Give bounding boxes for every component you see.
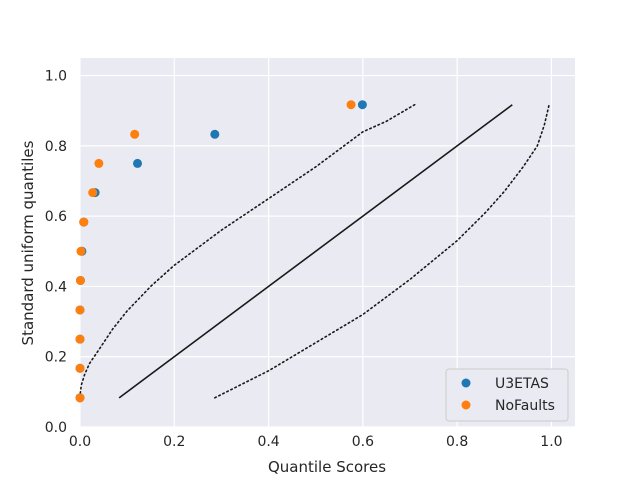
y-axis-label: Standard uniform quantiles [19,140,37,345]
legend-marker-nofaults [461,400,471,410]
point-nofaults [75,275,85,285]
point-nofaults [79,217,89,227]
x-tick-label: 0.0 [69,434,91,450]
point-u3etas [357,100,367,110]
confidence-bounds [79,103,550,399]
point-nofaults [75,393,85,403]
y-tick-labels: 0.0 0.2 0.4 0.6 0.8 1.0 [45,69,67,436]
data-points [75,100,367,403]
point-u3etas [210,129,220,139]
reference-line [118,104,513,399]
x-tick-label: 0.8 [446,434,468,450]
x-tick-label: 0.2 [163,434,185,450]
x-tick-labels: 0.0 0.2 0.4 0.6 0.8 1.0 [69,434,563,450]
legend-box [445,368,569,422]
y-tick-label: 0.0 [45,420,67,436]
y-tick-label: 0.4 [45,279,67,295]
point-nofaults [75,305,85,315]
point-nofaults [346,100,356,110]
confidence-bound-upper [79,103,416,399]
point-nofaults [75,334,85,344]
y-tick-label: 1.0 [45,69,67,85]
x-tick-label: 0.4 [257,434,279,450]
reference-line-group [118,104,513,399]
point-u3etas [133,158,143,168]
point-nofaults [94,158,104,168]
legend-label-nofaults: NoFaults [495,398,555,414]
y-tick-label: 0.6 [45,209,67,225]
point-nofaults [76,246,86,256]
grid-lines [79,58,575,428]
x-axis-label: Quantile Scores [268,458,386,476]
y-tick-label: 0.8 [45,139,67,155]
point-nofaults [88,188,98,198]
point-nofaults [130,129,140,139]
x-tick-label: 1.0 [540,434,562,450]
legend: U3ETAS NoFaults [445,368,569,422]
confidence-bound-lower [214,103,550,399]
point-nofaults [75,363,85,373]
legend-marker-u3etas [461,378,471,388]
y-tick-label: 0.2 [45,350,67,366]
legend-label-u3etas: U3ETAS [495,376,549,392]
x-tick-label: 0.6 [352,434,374,450]
